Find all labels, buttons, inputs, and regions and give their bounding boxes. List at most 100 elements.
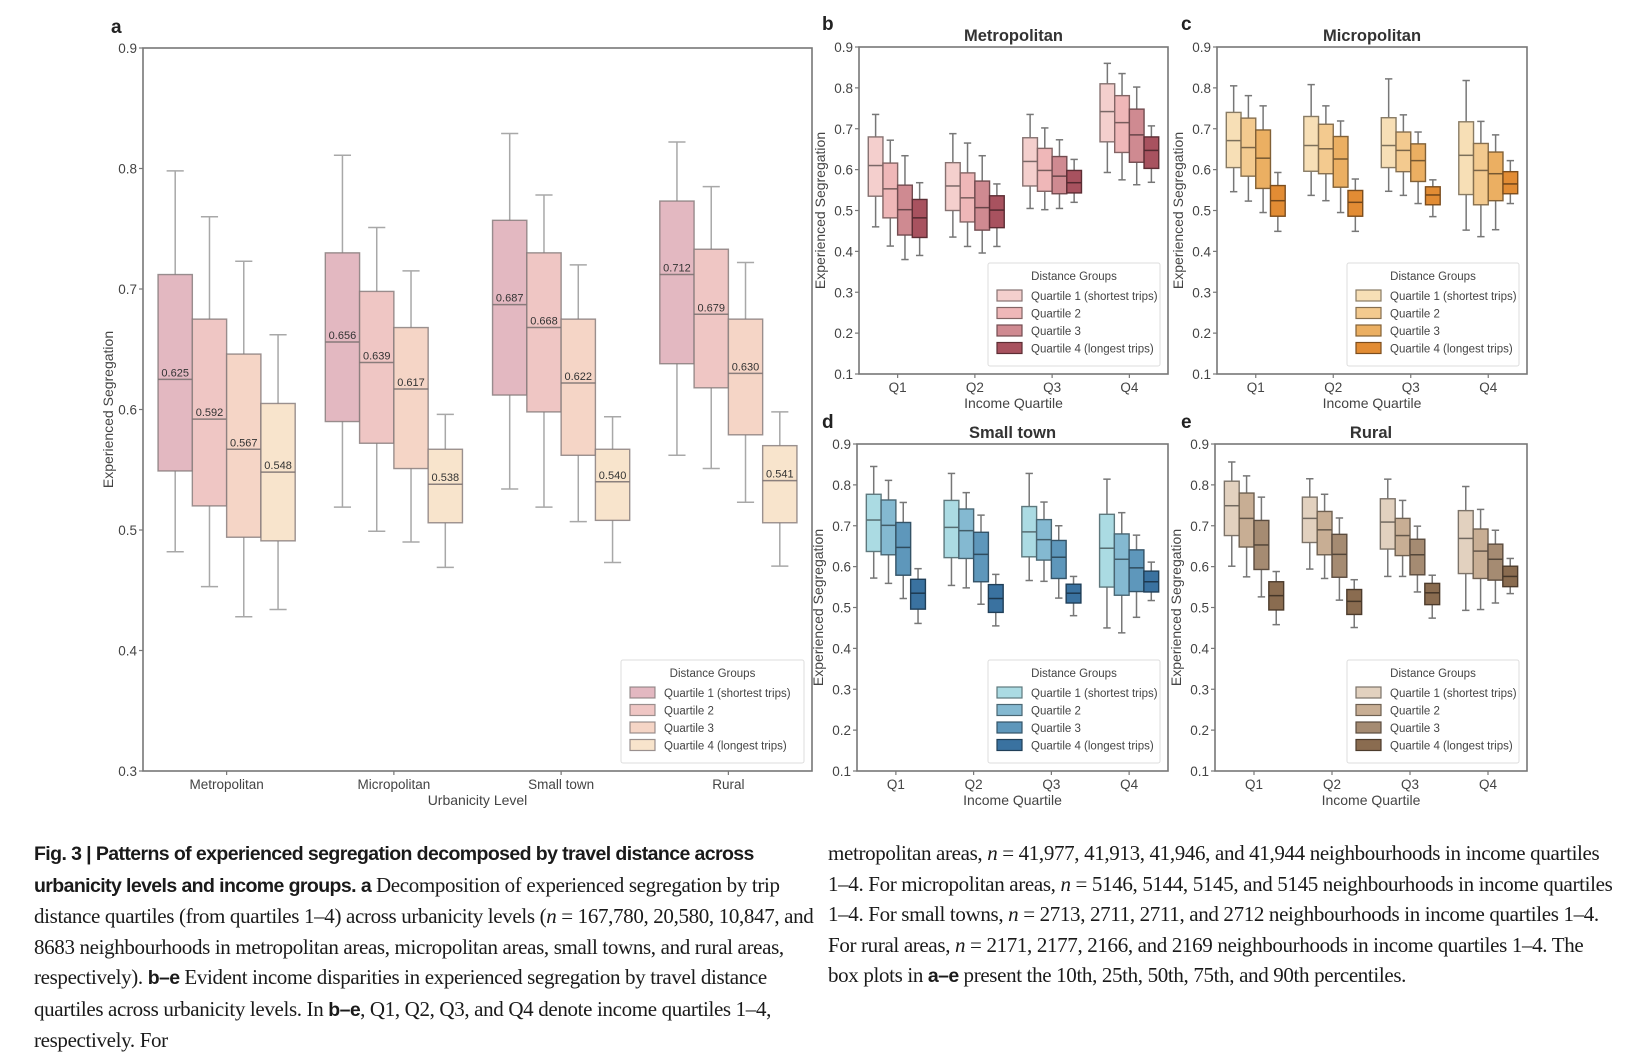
y-axis-title: Experienced Segregation: [100, 331, 116, 488]
x-tick-label: Metropolitan: [189, 777, 263, 792]
caption-left-part: b–e: [328, 998, 361, 1021]
x-tick-label: Q2: [1323, 777, 1341, 792]
caption-separator: |: [81, 843, 96, 865]
y-axis-title: Experienced Segregation: [1168, 529, 1184, 686]
box: [1410, 143, 1427, 183]
legend-frame: [987, 262, 1161, 367]
panel-letter: d: [822, 412, 834, 433]
box: [1113, 94, 1131, 154]
y-tick-label: 0.4: [834, 244, 853, 259]
y-tick-label: 0.4: [832, 641, 851, 656]
caption-right-part: = 41,977, 41,913, 41,946, and 41,944 nei…: [828, 841, 1600, 896]
legend-label: Quartile 3: [1031, 326, 1081, 338]
box: [1303, 115, 1320, 172]
panel-title: Rural: [1350, 424, 1392, 442]
x-tick-label: Q4: [1479, 380, 1498, 395]
x-tick-label: Q3: [1043, 380, 1061, 395]
box: [909, 578, 927, 610]
y-tick-label: 0.9: [832, 437, 851, 452]
box: [659, 200, 695, 365]
y-tick-label: 0.6: [832, 560, 851, 575]
legend: Distance Groups Quartile 1 (shortest trip…: [1346, 262, 1520, 367]
legend: Distance Groups Quartile 1 (shortest trip…: [987, 262, 1161, 367]
legend-swatch: [629, 686, 656, 699]
legend-swatch: [1355, 721, 1382, 734]
box: [1099, 83, 1116, 143]
y-tick-label: 0.2: [832, 723, 851, 738]
y-tick-label: 0.4: [118, 644, 137, 659]
caption-title: Patterns of experienced segregation deco…: [34, 843, 754, 897]
box: [1098, 513, 1116, 588]
legend-swatch: [1355, 324, 1382, 337]
legend-swatch: [1355, 738, 1382, 752]
y-tick-label: 0.7: [118, 282, 137, 297]
legend-swatch: [996, 738, 1023, 752]
series-2: [1238, 475, 1489, 611]
median-label: 0.630: [732, 361, 760, 373]
legend-frame: [1346, 659, 1520, 764]
box: [1424, 582, 1441, 606]
legend-label: Quartile 2: [1390, 706, 1440, 718]
legend-swatch: [996, 686, 1023, 699]
box: [943, 499, 960, 559]
box: [491, 219, 528, 396]
median-label: 0.622: [565, 371, 593, 383]
x-axis-title: Income Quartile: [963, 792, 1062, 808]
median-label: 0.540: [599, 470, 627, 482]
legend-label: Quartile 1 (shortest trips): [1031, 291, 1158, 303]
box: [1050, 539, 1067, 580]
legend-label: Quartile 4 (longest trips): [1390, 741, 1513, 753]
box: [988, 195, 1005, 229]
panel-letter: b: [822, 14, 834, 35]
x-axis-title: Income Quartile: [1323, 395, 1422, 411]
y-tick-label: 0.5: [118, 523, 137, 538]
panel-title: Small town: [969, 424, 1056, 442]
box: [1379, 498, 1396, 550]
y-axis-title: Experienced Segregation: [1170, 132, 1186, 289]
legend-swatch: [629, 703, 656, 717]
caption-left-part: Evident income disparities in experience…: [34, 965, 767, 1021]
legend-label: Quartile 1 (shortest trips): [1031, 688, 1158, 700]
box: [526, 252, 562, 413]
box: [191, 318, 228, 507]
y-tick-label: 0.8: [834, 81, 853, 96]
legend-swatch: [996, 306, 1023, 320]
x-axis-title: Income Quartile: [1322, 792, 1421, 808]
median-label: 0.625: [161, 367, 189, 379]
series-2: 0.592 0.639 0.668 0.679: [191, 185, 730, 588]
box: [1380, 117, 1397, 169]
box: [882, 162, 899, 219]
series-4: [1269, 159, 1519, 233]
legend-label: Quartile 4 (longest trips): [664, 741, 787, 753]
legend-frame: [620, 659, 805, 764]
x-tick-label: Small town: [528, 777, 594, 792]
box: [1128, 108, 1145, 163]
box: [1502, 170, 1519, 195]
legend: Distance Groups Quartile 1 (shortest trip…: [620, 659, 805, 764]
y-tick-label: 0.9: [1192, 40, 1211, 55]
y-tick-label: 0.7: [834, 122, 853, 137]
caption-right-column: metropolitan areas, n = 41,977, 41,913, …: [828, 838, 1618, 992]
median-label: 0.668: [530, 316, 558, 328]
panel-letter: e: [1181, 412, 1192, 433]
panel-c: c Micropolitan 0.1 0.2 0.3 0.4 0.5 0.6 0.7 0.8 0.9…: [1170, 14, 1528, 411]
legend-title: Distance Groups: [1031, 271, 1117, 283]
legend-swatch: [629, 721, 656, 734]
legend-label: Quartile 2: [1031, 309, 1081, 321]
legend-label: Quartile 3: [1390, 326, 1440, 338]
median-label: 0.548: [264, 460, 292, 472]
y-tick-label: 0.3: [118, 764, 137, 779]
caption-left-body: a Decomposition of experienced segregati…: [34, 873, 814, 1053]
median-label: 0.639: [363, 351, 391, 363]
y-tick-label: 0.8: [832, 478, 851, 493]
legend-title: Distance Groups: [670, 668, 756, 680]
box: [1066, 169, 1083, 194]
box: [393, 326, 429, 470]
median-label: 0.679: [697, 302, 725, 314]
y-tick-label: 0.6: [1192, 163, 1211, 178]
legend-swatch: [996, 703, 1023, 717]
y-tick-label: 0.7: [832, 519, 851, 534]
box: [1316, 510, 1333, 556]
box: [1487, 151, 1504, 202]
caption-right-part: metropolitan areas,: [828, 841, 988, 865]
